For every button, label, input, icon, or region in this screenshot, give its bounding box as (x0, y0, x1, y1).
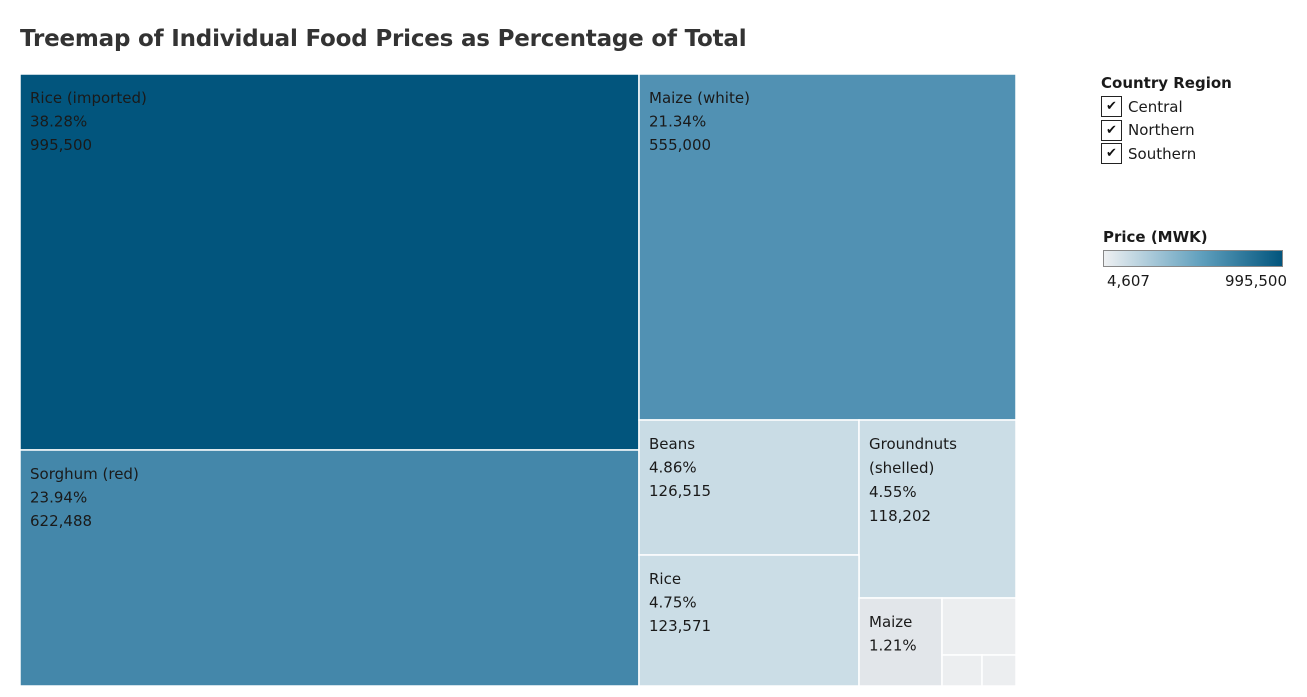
tile-label-beans-percent: 4.86% (649, 459, 697, 477)
tile-maize-white[interactable]: Maize (white) 21.34% 555,000 (638, 73, 1017, 421)
filter-item-northern[interactable]: ✔ Northern (1101, 119, 1301, 143)
gradient-max-label: 995,500 (1224, 272, 1287, 290)
tile-minor-item-7[interactable] (941, 597, 1017, 656)
tile-rect-rice[interactable] (638, 554, 860, 687)
tile-label-sorghum-red-percent: 23.94% (30, 489, 87, 507)
tile-rice[interactable]: Rice 4.75% 123,571 (638, 554, 860, 687)
tile-label-groundnuts-shelled-value: 118,202 (869, 507, 931, 525)
checkbox-icon[interactable]: ✔ (1101, 119, 1122, 141)
tile-label-maize-white-value: 555,000 (649, 136, 711, 154)
tile-rect-minor-item-8[interactable] (941, 654, 983, 687)
tile-minor-item-9[interactable] (981, 654, 1017, 687)
tile-label-rice-imported-value: 995,500 (30, 136, 92, 154)
filter-label: Central (1128, 97, 1183, 116)
filter-item-southern[interactable]: ✔ Southern (1101, 142, 1301, 166)
filter-item-central[interactable]: ✔ Central (1101, 95, 1301, 119)
tile-rect-minor-item-9[interactable] (981, 654, 1017, 687)
tile-label-maize-white-name-0: Maize (white) (649, 89, 750, 107)
tile-label-groundnuts-shelled-percent: 4.55% (869, 483, 917, 501)
tile-beans[interactable]: Beans 4.86% 126,515 (638, 419, 860, 556)
chart-title: Treemap of Individual Food Prices as Per… (20, 26, 747, 52)
tile-label-groundnuts-shelled-name-1: (shelled) (869, 459, 934, 477)
tile-rect-maize-white[interactable] (638, 73, 1017, 421)
tile-label-rice-percent: 4.75% (649, 594, 697, 612)
gradient-min-label: 4,607 (1107, 272, 1150, 290)
tile-label-maize-percent: 1.21% (869, 637, 917, 655)
region-filter-legend: Country Region ✔ Central ✔ Northern ✔ So… (1101, 74, 1301, 166)
tile-rect-sorghum-red[interactable] (19, 449, 640, 687)
checkbox-icon[interactable]: ✔ (1101, 96, 1122, 118)
tile-label-groundnuts-shelled-name-0: Groundnuts (869, 435, 957, 453)
filter-label: Southern (1128, 144, 1197, 163)
checkbox-icon[interactable]: ✔ (1101, 143, 1122, 165)
tile-label-rice-value: 123,571 (649, 617, 711, 635)
tile-label-sorghum-red-value: 622,488 (30, 512, 92, 530)
price-color-legend: Price (MWK) 4,607 995,500 (1103, 228, 1293, 292)
price-legend-title: Price (MWK) (1103, 228, 1208, 246)
tile-label-rice-imported-percent: 38.28% (30, 113, 87, 131)
tile-rect-beans[interactable] (638, 419, 860, 556)
filter-label: Northern (1128, 121, 1195, 140)
region-legend-title: Country Region (1101, 74, 1232, 92)
tile-label-beans-value: 126,515 (649, 482, 711, 500)
tile-sorghum-red[interactable]: Sorghum (red) 23.94% 622,488 (19, 449, 640, 687)
tile-label-rice-name-0: Rice (649, 570, 681, 588)
tile-rect-groundnuts-shelled[interactable] (858, 419, 1017, 599)
tile-label-maize-white-percent: 21.34% (649, 113, 706, 131)
tile-minor-item-8[interactable] (941, 654, 983, 687)
tile-label-sorghum-red-name-0: Sorghum (red) (30, 465, 139, 483)
tile-rect-rice-imported[interactable] (19, 73, 640, 451)
tile-groundnuts-shelled[interactable]: Groundnuts (shelled) 4.55% 118,202 (858, 419, 1017, 599)
tile-label-maize-name-0: Maize (869, 613, 912, 631)
tile-rect-minor-item-7[interactable] (941, 597, 1017, 656)
color-gradient-bar (1103, 250, 1283, 267)
tile-rice-imported[interactable]: Rice (imported) 38.28% 995,500 (19, 73, 640, 451)
tile-label-beans-name-0: Beans (649, 435, 695, 453)
tile-label-rice-imported-name-0: Rice (imported) (30, 89, 147, 107)
tile-maize[interactable]: Maize 1.21% (858, 597, 943, 687)
